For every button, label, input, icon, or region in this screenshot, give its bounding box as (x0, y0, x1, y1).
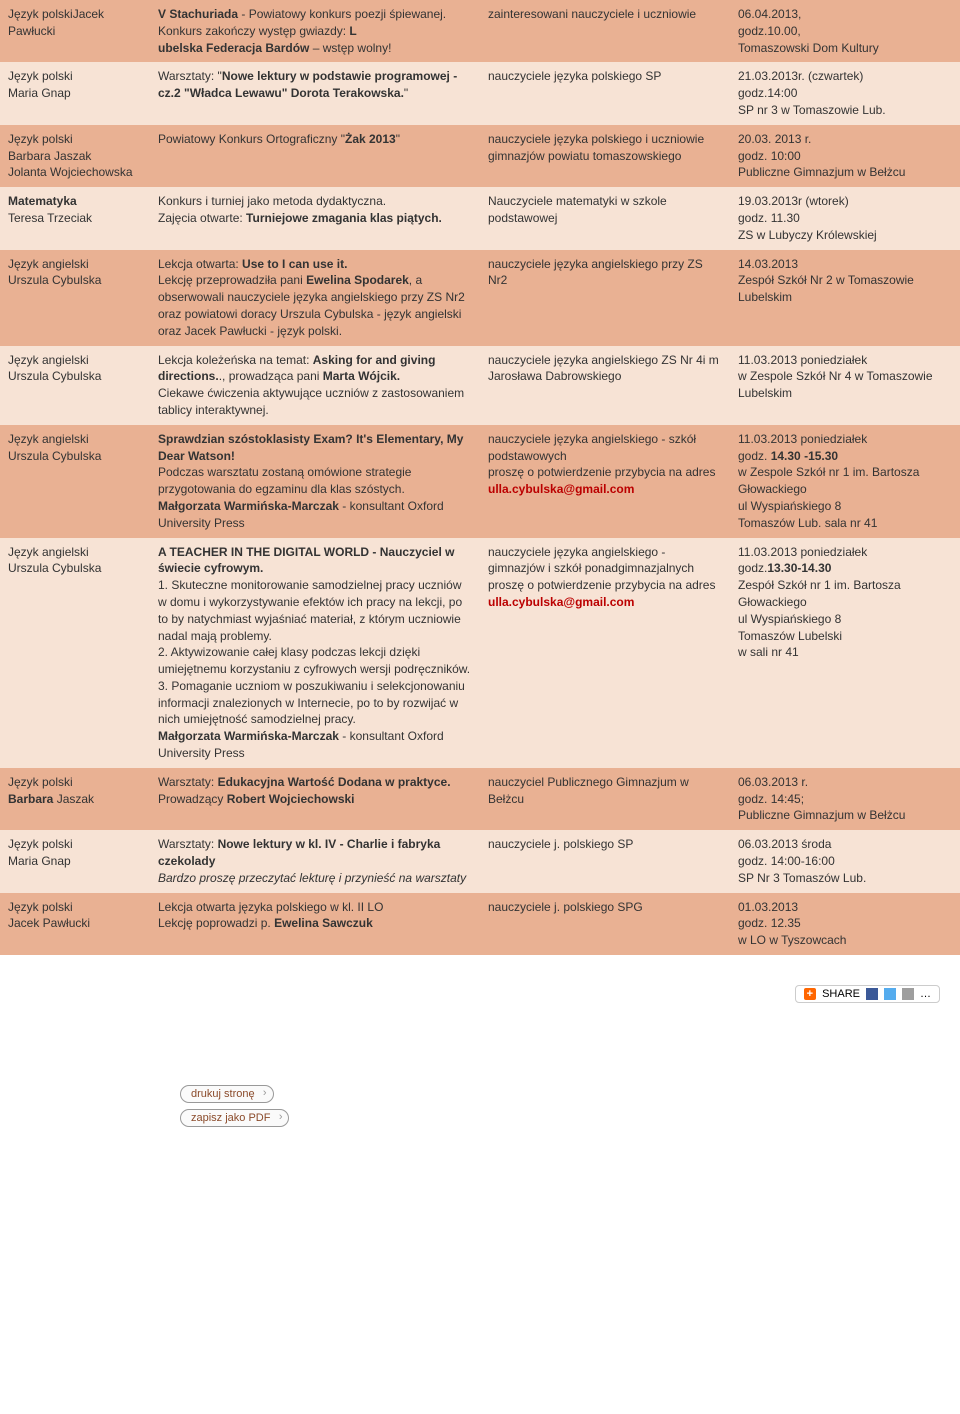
table-cell: Język angielskiUrszula Cybulska (0, 538, 150, 768)
table-row: Język polskiJacek PawłuckiV Stachuriada … (0, 0, 960, 62)
table-cell: Język polskiJacek Pawłucki (0, 893, 150, 955)
table-cell: Lekcja koleżeńska na temat: Asking for a… (150, 346, 480, 425)
table-cell: nauczyciele języka polskiego i uczniowie… (480, 125, 730, 187)
table-cell: zainteresowani nauczyciele i uczniowie (480, 0, 730, 62)
table-row: Język angielskiUrszula CybulskaLekcja ot… (0, 250, 960, 346)
footer-buttons: drukuj stronę zapisz jako PDF (0, 1065, 960, 1173)
table-cell: Język polskiBarbara Jaszak (0, 768, 150, 830)
table-cell: Sprawdzian szóstoklasisty Exam? It's Ele… (150, 425, 480, 538)
more-icon[interactable]: … (920, 988, 931, 1000)
share-widget[interactable]: + SHARE … (795, 985, 940, 1003)
print-button[interactable]: drukuj stronę (180, 1085, 274, 1103)
table-cell: nauczyciele j. polskiego SPG (480, 893, 730, 955)
schedule-table: Język polskiJacek PawłuckiV Stachuriada … (0, 0, 960, 955)
facebook-icon[interactable] (866, 988, 878, 1000)
table-cell: 19.03.2013r (wtorek)godz. 11.30ZS w Luby… (730, 187, 960, 249)
table-cell: nauczyciele języka angielskiego ZS Nr 4i… (480, 346, 730, 425)
table-cell: 20.03. 2013 r.godz. 10:00Publiczne Gimna… (730, 125, 960, 187)
table-cell: nauczyciele języka polskiego SP (480, 62, 730, 124)
table-row: Język polskiJacek PawłuckiLekcja otwarta… (0, 893, 960, 955)
twitter-icon[interactable] (884, 988, 896, 1000)
table-row: Język angielskiUrszula CybulskaA TEACHER… (0, 538, 960, 768)
table-cell: 11.03.2013 poniedziałekgodz. 14.30 -15.3… (730, 425, 960, 538)
save-pdf-button[interactable]: zapisz jako PDF (180, 1109, 289, 1127)
table-cell: Lekcja otwarta: Use to I can use it.Lekc… (150, 250, 480, 346)
table-cell: 14.03.2013Zespół Szkół Nr 2 w Tomaszowie… (730, 250, 960, 346)
table-cell: 06.03.2013 r.godz. 14:45;Publiczne Gimna… (730, 768, 960, 830)
share-plus-icon: + (804, 988, 816, 1000)
table-cell: Język angielskiUrszula Cybulska (0, 425, 150, 538)
table-cell: V Stachuriada - Powiatowy konkurs poezji… (150, 0, 480, 62)
table-cell: 11.03.2013 poniedziałekw Zespole Szkół N… (730, 346, 960, 425)
table-cell: nauczyciele języka angielskiego - szkół … (480, 425, 730, 538)
table-cell: Język polskiMaria Gnap (0, 62, 150, 124)
table-cell: MatematykaTeresa Trzeciak (0, 187, 150, 249)
email-icon[interactable] (902, 988, 914, 1000)
share-label: SHARE (822, 988, 860, 1000)
table-cell: Język polskiMaria Gnap (0, 830, 150, 892)
table-cell: Lekcja otwarta języka polskiego w kl. II… (150, 893, 480, 955)
table-row: Język angielskiUrszula CybulskaLekcja ko… (0, 346, 960, 425)
table-cell: 06.04.2013,godz.10.00,Tomaszowski Dom Ku… (730, 0, 960, 62)
table-cell: Warsztaty: Nowe lektury w kl. IV - Charl… (150, 830, 480, 892)
table-cell: 01.03.2013godz. 12.35w LO w Tyszowcach (730, 893, 960, 955)
table-cell: nauczyciele j. polskiego SP (480, 830, 730, 892)
table-cell: 21.03.2013r. (czwartek)godz.14:00SP nr 3… (730, 62, 960, 124)
table-cell: nauczyciele języka angielskiego przy ZS … (480, 250, 730, 346)
table-cell: Język polskiJacek Pawłucki (0, 0, 150, 62)
table-row: Język polskiMaria GnapWarsztaty: Nowe le… (0, 830, 960, 892)
table-cell: Warsztaty: Edukacyjna Wartość Dodana w p… (150, 768, 480, 830)
table-cell: Konkurs i turniej jako metoda dydaktyczn… (150, 187, 480, 249)
table-row: MatematykaTeresa TrzeciakKonkurs i turni… (0, 187, 960, 249)
table-row: Język angielskiUrszula CybulskaSprawdzia… (0, 425, 960, 538)
table-row: Język polskiMaria GnapWarsztaty: "Nowe l… (0, 62, 960, 124)
table-cell: nauczyciel Publicznego Gimnazjum w Bełżc… (480, 768, 730, 830)
table-cell: 06.03.2013 środagodz. 14:00-16:00SP Nr 3… (730, 830, 960, 892)
table-cell: Język angielskiUrszula Cybulska (0, 250, 150, 346)
table-row: Język polskiBarbara JaszakWarsztaty: Edu… (0, 768, 960, 830)
table-row: Język polskiBarbara JaszakJolanta Wojcie… (0, 125, 960, 187)
table-cell: A TEACHER IN THE DIGITAL WORLD - Nauczyc… (150, 538, 480, 768)
table-cell: Język polskiBarbara JaszakJolanta Wojcie… (0, 125, 150, 187)
table-cell: Nauczyciele matematyki w szkole podstawo… (480, 187, 730, 249)
table-cell: Warsztaty: "Nowe lektury w podstawie pro… (150, 62, 480, 124)
table-cell: Język angielskiUrszula Cybulska (0, 346, 150, 425)
table-cell: nauczyciele języka angielskiego - gimnaz… (480, 538, 730, 768)
table-cell: Powiatowy Konkurs Ortograficzny "Żak 201… (150, 125, 480, 187)
table-cell: 11.03.2013 poniedziałekgodz.13.30-14.30Z… (730, 538, 960, 768)
